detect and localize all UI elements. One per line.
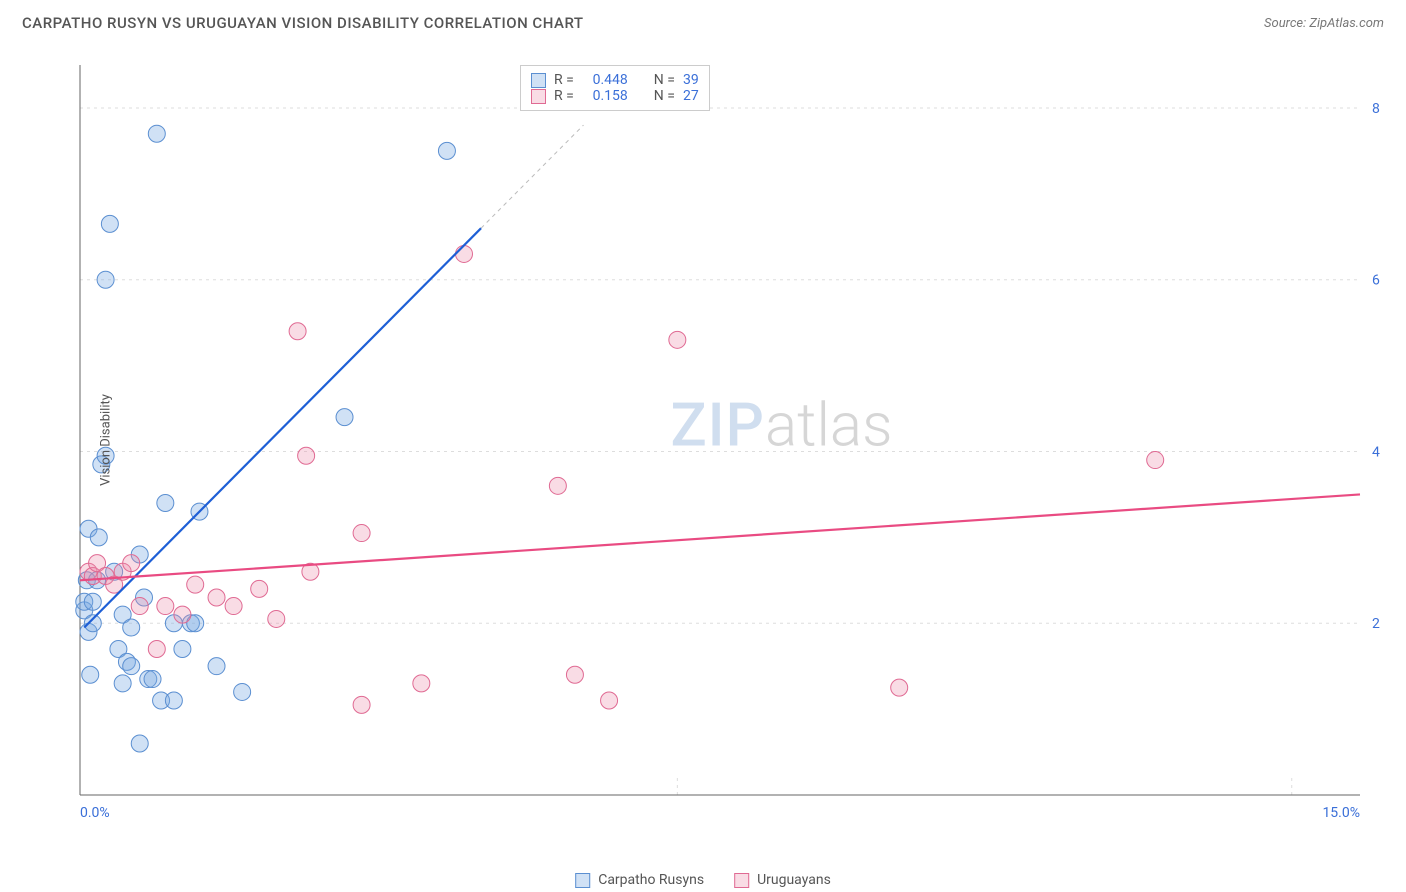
data-point — [174, 641, 191, 658]
data-point — [413, 675, 430, 692]
y-tick-label: 8.0% — [1372, 101, 1380, 117]
data-point — [131, 598, 148, 615]
data-point — [187, 576, 204, 593]
r-label: R = — [554, 72, 574, 88]
chart-area: Vision Disability 2.0% 4.0% 6.0% 8.0% 0.0% 15… — [50, 55, 1380, 825]
legend-label: Uruguayans — [757, 872, 831, 888]
n-value: 27 — [683, 88, 699, 104]
data-point — [336, 409, 353, 426]
stats-row: R = 0.158 N = 27 — [531, 88, 699, 104]
data-point — [1147, 452, 1164, 469]
trend-line-ext — [481, 125, 583, 228]
data-point — [566, 666, 583, 683]
stats-swatch — [531, 89, 546, 104]
x-tick-label: 0.0% — [80, 805, 110, 821]
n-label: N = — [654, 88, 675, 104]
data-point — [251, 580, 268, 597]
scatter-chart: 2.0% 4.0% 6.0% 8.0% 0.0% 15.0% — [50, 55, 1380, 825]
data-point — [148, 641, 165, 658]
source-label: Source: ZipAtlas.com — [1264, 16, 1384, 31]
n-value: 39 — [683, 72, 699, 88]
data-point — [225, 598, 242, 615]
n-label: N = — [654, 72, 675, 88]
data-point — [157, 495, 174, 512]
stats-box: R = 0.448 N = 39 R = 0.158 N = 27 — [520, 65, 710, 111]
data-point — [123, 619, 140, 636]
data-point — [101, 215, 118, 232]
chart-title: CARPATHO RUSYN VS URUGUAYAN VISION DISAB… — [22, 14, 584, 32]
data-point — [174, 606, 191, 623]
stats-row: R = 0.448 N = 39 — [531, 72, 699, 88]
data-point — [298, 447, 315, 464]
legend-item: Uruguayans — [734, 872, 831, 888]
data-point — [549, 477, 566, 494]
data-point — [82, 666, 99, 683]
data-point — [891, 679, 908, 696]
data-point — [601, 692, 618, 709]
legend-swatch — [734, 873, 749, 888]
data-point — [438, 142, 455, 159]
r-value: 0.158 — [582, 88, 628, 104]
stats-swatch — [531, 73, 546, 88]
data-point — [165, 692, 182, 709]
legend-item: Carpatho Rusyns — [575, 872, 704, 888]
data-point — [90, 529, 107, 546]
r-value: 0.448 — [582, 72, 628, 88]
legend: Carpatho Rusyns Uruguayans — [575, 872, 831, 888]
data-point — [97, 271, 114, 288]
legend-swatch — [575, 873, 590, 888]
data-point — [148, 125, 165, 142]
data-point — [157, 598, 174, 615]
data-point — [268, 610, 285, 627]
y-tick-label: 6.0% — [1372, 273, 1380, 289]
y-axis-label: Vision Disability — [98, 394, 113, 486]
legend-label: Carpatho Rusyns — [598, 872, 704, 888]
data-point — [208, 658, 225, 675]
data-point — [456, 245, 473, 262]
data-point — [84, 615, 101, 632]
data-point — [669, 331, 686, 348]
data-point — [131, 735, 148, 752]
data-point — [234, 683, 251, 700]
data-point — [353, 696, 370, 713]
data-point — [208, 589, 225, 606]
data-point — [289, 323, 306, 340]
data-point — [123, 555, 140, 572]
data-point — [144, 671, 161, 688]
data-point — [84, 593, 101, 610]
data-point — [123, 658, 140, 675]
y-tick-label: 2.0% — [1372, 616, 1380, 632]
data-point — [114, 675, 131, 692]
r-label: R = — [554, 88, 574, 104]
data-point — [353, 525, 370, 542]
trend-line — [80, 494, 1360, 580]
x-tick-label: 15.0% — [1322, 805, 1360, 821]
y-tick-label: 4.0% — [1372, 444, 1380, 460]
